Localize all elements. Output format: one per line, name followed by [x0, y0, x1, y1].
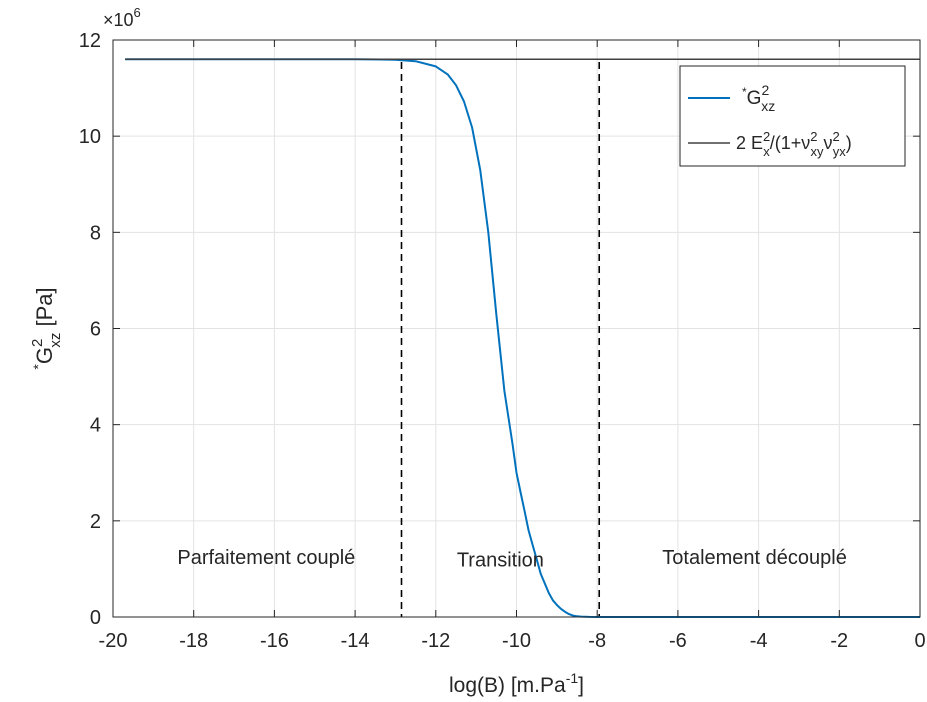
y-tick-label: 0 — [90, 607, 101, 629]
y-tick-label: 6 — [90, 319, 101, 341]
x-tick-label: -4 — [750, 630, 768, 652]
y-tick-label: 4 — [90, 415, 101, 437]
legend-label-2: 2 E2 x/(1+ν2 xyν2 yx) — [736, 129, 852, 159]
x-tick-label: -10 — [502, 630, 531, 652]
x-axis-label: log(B) [m.Pa-1] — [449, 670, 584, 697]
region-dividers — [400, 62, 601, 617]
region-annotations: Parfaitement couplé Transition Totalement … — [177, 547, 846, 571]
legend-box — [679, 65, 906, 167]
x-tick-label: -6 — [669, 630, 687, 652]
y-exponent-label: ×106 — [103, 5, 141, 30]
x-tick-label: 0 — [914, 630, 925, 652]
annotation-1: Parfaitement couplé — [177, 547, 355, 569]
x-tick-label: -20 — [99, 630, 128, 652]
y-tick-label: 12 — [79, 30, 101, 52]
y-tick-label: 8 — [90, 222, 101, 244]
x-tick-label: -8 — [588, 630, 606, 652]
x-tick-label: -18 — [179, 630, 208, 652]
axes — [112, 39, 921, 618]
x-tick-label: -12 — [421, 630, 450, 652]
legend: *G2 xz 2 E2 x/(1+ν2 xyν2 yx) — [679, 65, 906, 167]
y-tick-label: 10 — [79, 126, 101, 148]
y-tick-label: 2 — [90, 511, 101, 533]
x-tick-label: -2 — [830, 630, 848, 652]
legend-label-1: *G2 xz — [742, 82, 775, 114]
y-axis-label: *G2xz [Pa] — [29, 287, 64, 369]
x-tick-label: -14 — [341, 630, 370, 652]
annotation-2: Transition — [457, 550, 544, 572]
annotation-3: Totalement découplé — [662, 547, 847, 569]
x-tick-label: -16 — [260, 630, 289, 652]
axis-labels: log(B) [m.Pa-1] *G2xz [Pa] — [29, 287, 584, 697]
